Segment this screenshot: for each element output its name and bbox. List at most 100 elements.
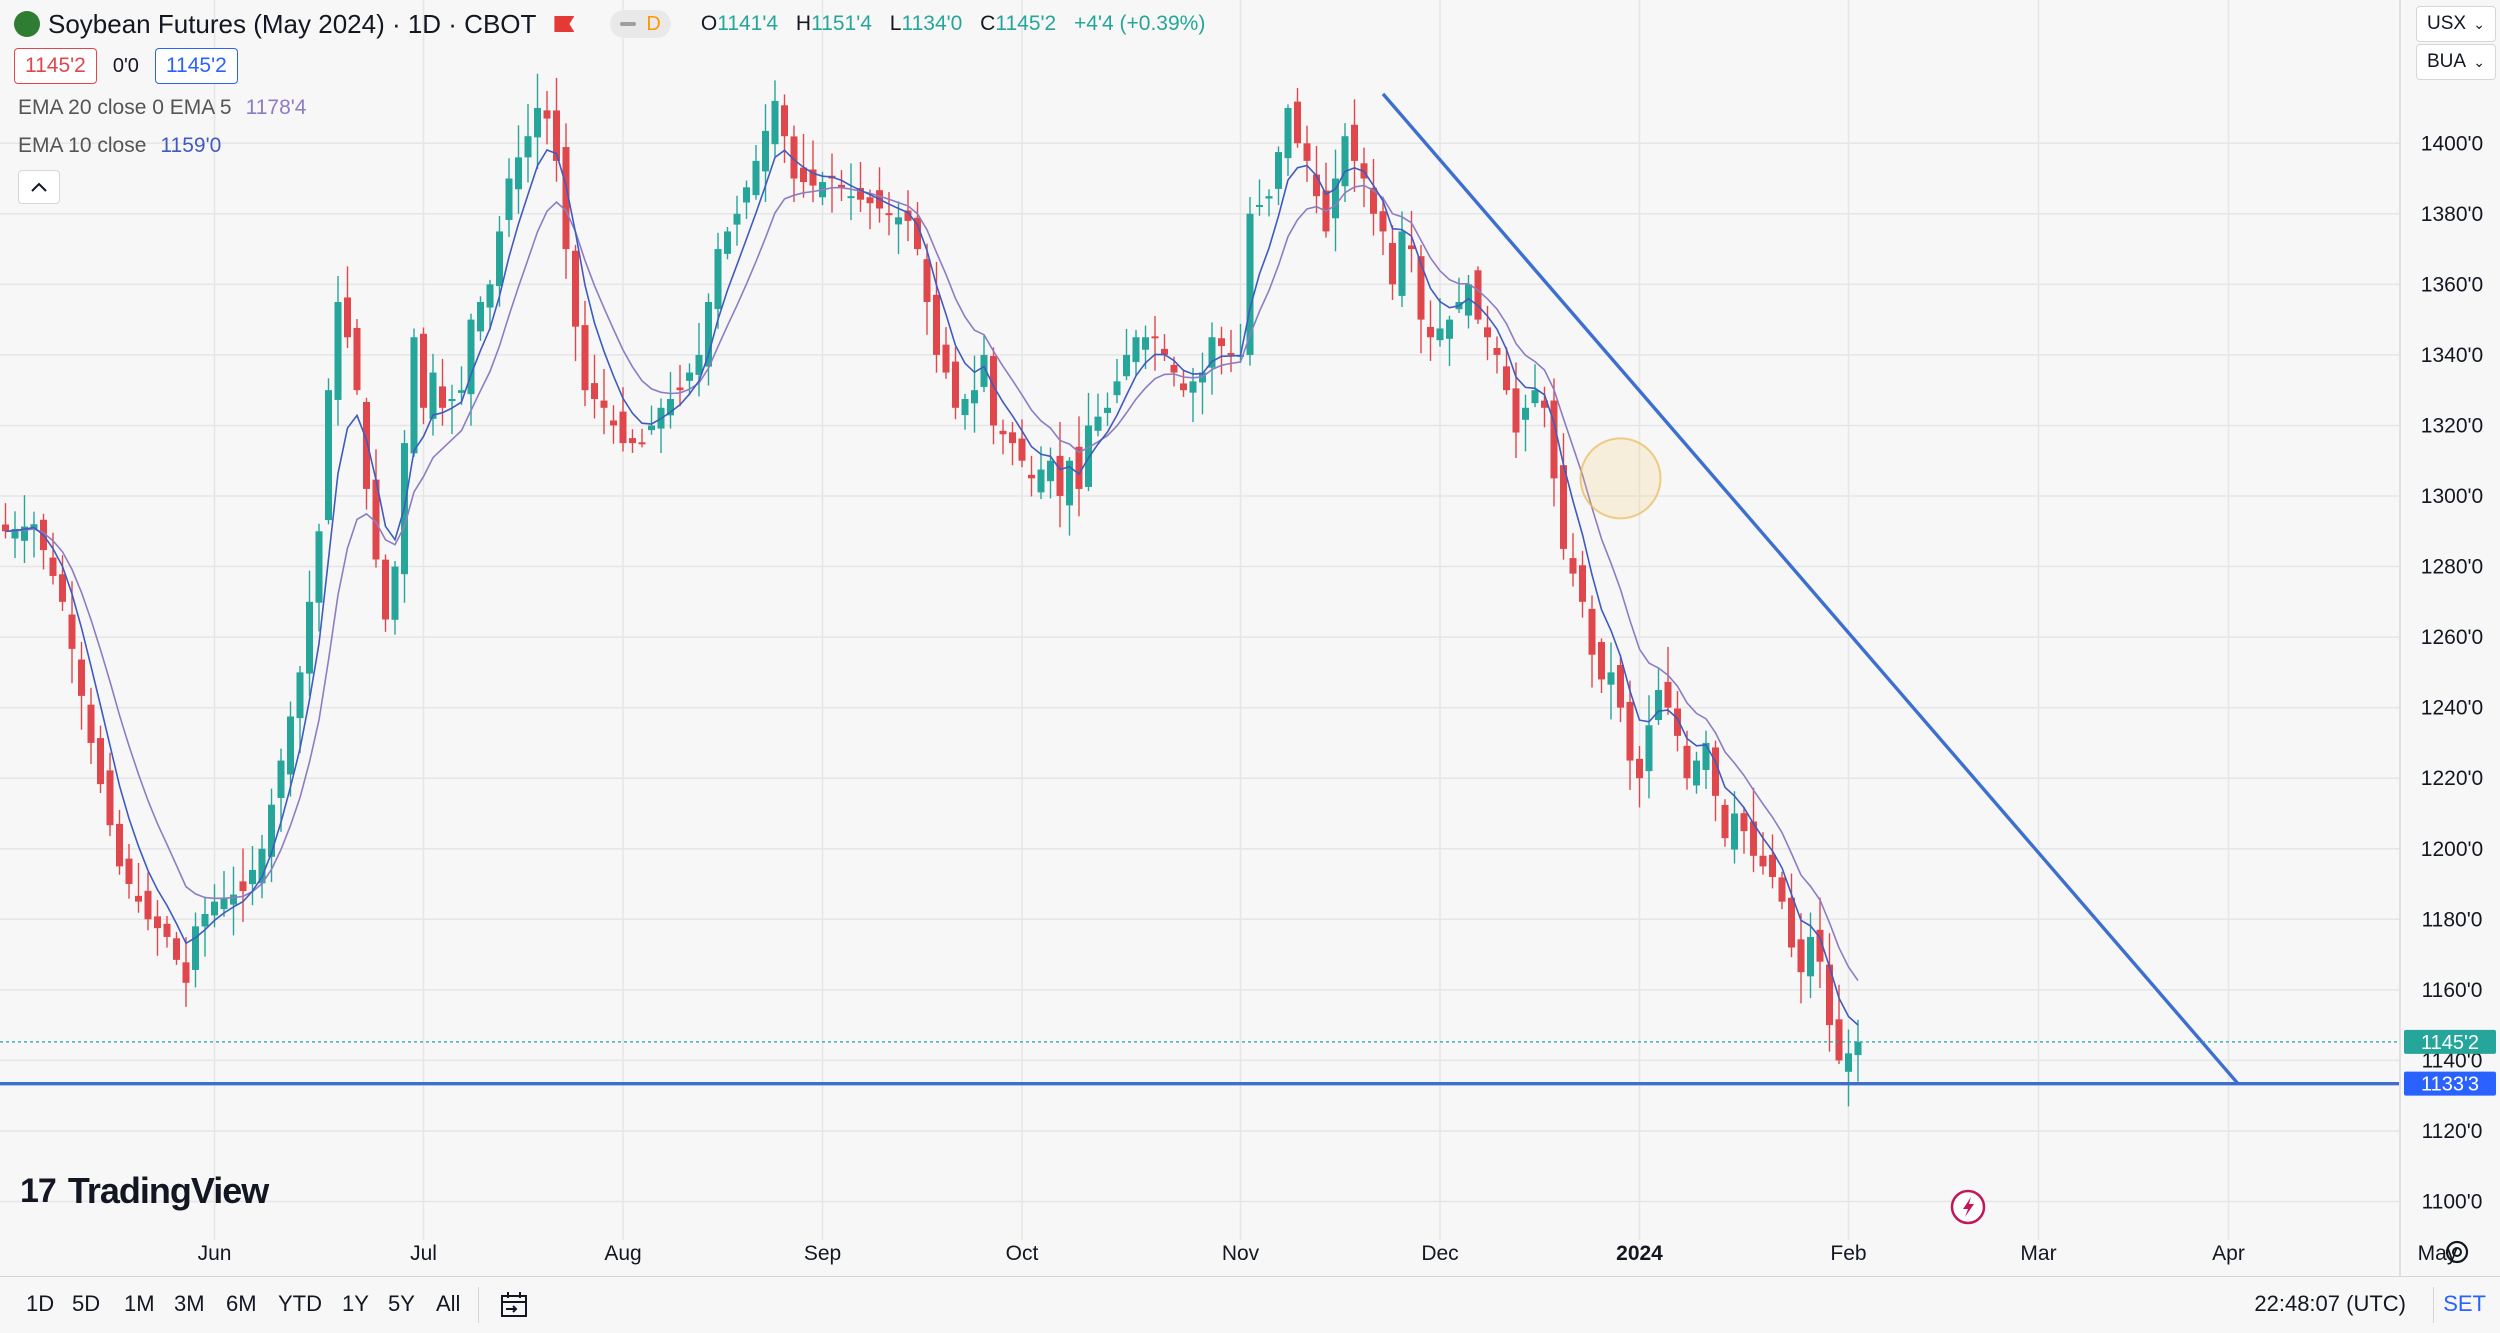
- candle-body: [1626, 701, 1634, 761]
- sell-price-button[interactable]: 1145'2: [14, 48, 97, 84]
- candle-body: [1731, 813, 1738, 850]
- low-label: L: [889, 12, 902, 35]
- candle-body: [914, 217, 921, 250]
- settings-icon[interactable]: [2445, 1240, 2469, 1264]
- candle-body: [610, 420, 617, 426]
- timeframe-ytd[interactable]: YTD: [278, 1291, 322, 1316]
- candle-body: [1417, 256, 1425, 320]
- chevron-down-icon: ⌄: [2473, 53, 2485, 70]
- y-tick-label: 1360'0: [2421, 273, 2483, 296]
- candle-body: [410, 337, 418, 454]
- candle-body: [68, 614, 76, 649]
- timeframe-6m[interactable]: 6M: [226, 1291, 257, 1316]
- ema-indicator-2[interactable]: EMA 10 close 1159'0: [18, 134, 221, 158]
- candle-body: [1379, 211, 1387, 232]
- candle-body: [1066, 460, 1073, 506]
- candle-body: [1303, 143, 1311, 161]
- utc-clock[interactable]: 22:48:07 (UTC): [2254, 1291, 2406, 1316]
- candle-body: [1056, 455, 1064, 496]
- y-tick-label: 1280'0: [2421, 556, 2483, 579]
- price-chart[interactable]: 1100'0 1120'0 1140'0 1160'0 1180'0 1200'0 1220…: [0, 0, 2500, 1276]
- market-status-pill[interactable]: D: [610, 10, 671, 38]
- candle-body: [1579, 565, 1586, 602]
- candle-body: [743, 187, 750, 203]
- candle-body: [1569, 558, 1577, 574]
- candle-body: [524, 136, 532, 158]
- collapse-legend-button[interactable]: [18, 170, 60, 204]
- open-label: O: [700, 12, 718, 35]
- close-value: 1145'2: [995, 12, 1057, 35]
- y-tick-label: 1200'0: [2421, 838, 2483, 861]
- candle-body: [1541, 400, 1548, 408]
- y-tick-label: 1160'0: [2422, 979, 2483, 1002]
- candle-body: [1028, 474, 1035, 479]
- timeframe-1m[interactable]: 1M: [124, 1291, 155, 1316]
- symbol-title[interactable]: Soybean Futures (May 2024) · 1D · CBOT: [48, 8, 537, 39]
- candle-body: [1484, 327, 1491, 338]
- timeframe-1y[interactable]: 1Y: [342, 1291, 369, 1316]
- candle-body: [553, 110, 560, 161]
- candle-body: [1769, 854, 1776, 877]
- ema-2-value: 1159'0: [160, 134, 222, 157]
- set-button[interactable]: SET: [2443, 1291, 2486, 1316]
- candle-body: [1750, 821, 1757, 856]
- candle-body: [999, 430, 1007, 435]
- candle-body: [211, 901, 218, 916]
- timeframe-3m[interactable]: 3M: [174, 1291, 205, 1316]
- candle-body: [11, 528, 19, 539]
- unit-selector[interactable]: BUA ⌄: [2416, 44, 2496, 80]
- tradingview-watermark[interactable]: 17 TradingView: [20, 1170, 269, 1212]
- timeframe-1d[interactable]: 1D: [26, 1291, 55, 1316]
- candle-body: [467, 319, 475, 395]
- candle-body: [904, 210, 912, 221]
- date-range-icon[interactable]: [498, 1291, 530, 1319]
- candle-body: [781, 105, 788, 137]
- candle-body: [847, 196, 855, 199]
- candle-body: [277, 760, 285, 798]
- candle-body: [1702, 742, 1710, 770]
- candle-body: [1636, 758, 1643, 779]
- timeframe-5d[interactable]: 5D: [72, 1291, 101, 1316]
- candle-body: [230, 894, 237, 905]
- candle-body: [752, 160, 760, 196]
- chevron-down-icon: ⌄: [2473, 15, 2485, 32]
- candle-body: [1256, 204, 1263, 207]
- currency-selector[interactable]: USX ⌄: [2416, 6, 2496, 42]
- candle-body: [201, 914, 209, 927]
- candle-body: [325, 390, 332, 521]
- buy-price-button[interactable]: 1145'2: [154, 48, 238, 84]
- x-tick-label: Jul: [410, 1242, 437, 1265]
- candle-body: [667, 398, 674, 416]
- lightning-icon[interactable]: [1950, 1189, 1986, 1225]
- candle-body: [382, 559, 389, 620]
- candle-body: [372, 479, 380, 560]
- candle-body: [1389, 242, 1396, 285]
- candle-body: [1227, 352, 1235, 355]
- high-label: H: [795, 12, 812, 35]
- x-tick-label: Feb: [1830, 1242, 1866, 1265]
- spread-value: 0'0: [112, 54, 139, 77]
- chevron-up-icon: [31, 182, 47, 192]
- candle-body: [724, 231, 731, 254]
- x-tick-label: Apr: [2212, 1242, 2245, 1265]
- candle-body: [1265, 196, 1273, 199]
- flag-icon[interactable]: [554, 16, 575, 32]
- candle-body: [125, 858, 133, 885]
- candle-body: [1113, 381, 1121, 396]
- candle-body: [1332, 178, 1339, 219]
- timeframe-5y[interactable]: 5Y: [388, 1291, 415, 1316]
- candle-body: [30, 524, 38, 530]
- candle-body: [1370, 187, 1377, 214]
- ema-indicator-1[interactable]: EMA 20 close 0 EMA 5 1178'4: [18, 96, 306, 120]
- y-tick-label: 1180'0: [2422, 908, 2483, 931]
- candle-body: [1845, 1053, 1852, 1072]
- candle-body: [1436, 328, 1444, 341]
- candle-body: [800, 167, 807, 183]
- candle-body: [182, 962, 190, 983]
- timeframe-all[interactable]: All: [436, 1291, 461, 1316]
- y-tick-label: 1320'0: [2421, 414, 2483, 437]
- downtrend-line[interactable]: [1381, 92, 2240, 1085]
- candle-body: [315, 531, 323, 603]
- candle-body: [448, 398, 456, 402]
- candle-body: [1037, 469, 1045, 493]
